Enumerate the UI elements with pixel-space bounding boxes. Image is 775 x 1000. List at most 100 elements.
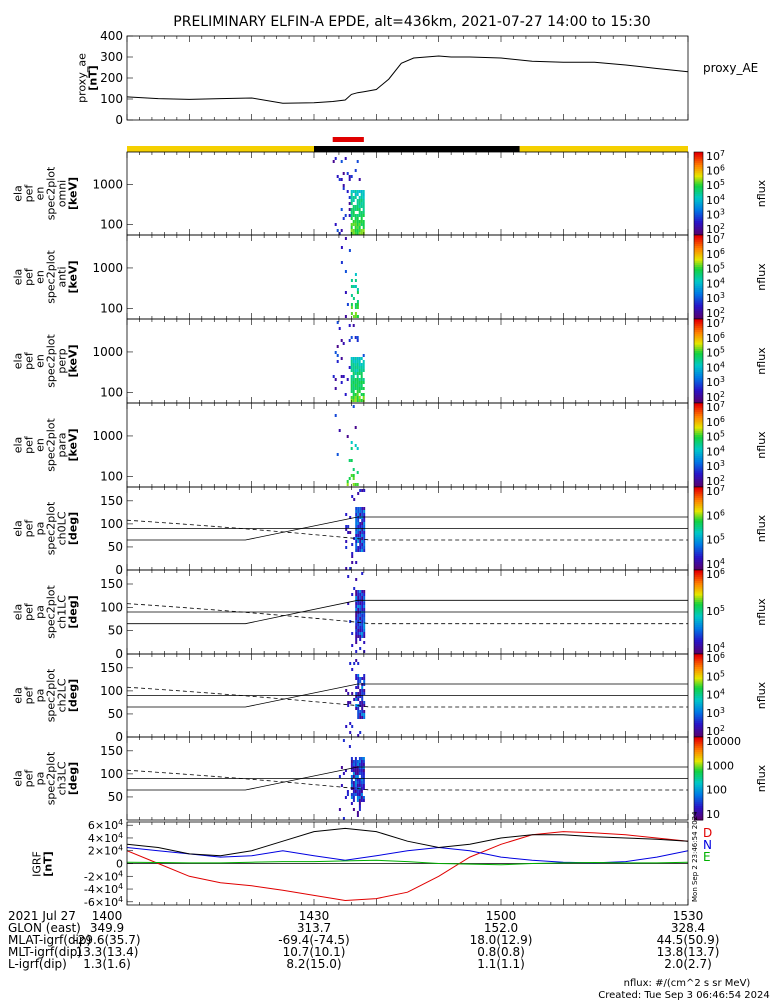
spec-cell [359,701,362,704]
spec-cell [360,220,363,223]
spec-cell [363,510,366,513]
spec-cell [352,229,355,232]
y-tick-label: -6×104 [84,895,123,909]
spec-cell [357,680,360,683]
colorbar-step [694,489,703,492]
spec-cell [336,321,339,324]
colorbar-step [694,369,703,372]
colorbar-step [694,559,703,563]
spec-cell [349,531,352,534]
figure-title: PRELIMINARY ELFIN-A EPDE, alt=436km, 202… [173,14,650,30]
colorbar-step [694,302,703,305]
spec-cell [352,468,355,471]
colorbar-tick-label: 103 [706,207,725,221]
ylabel-line: spec2plot [45,250,58,304]
spec-cell [361,513,364,516]
ylabel-line: [deg] [67,679,80,712]
colorbar-step [694,314,703,318]
colorbar-step [694,281,703,284]
spec-cell [361,605,364,608]
colorbar-step [694,761,703,765]
spec-cell [354,232,357,235]
colorbar-step [694,403,703,406]
colorbar-label-text: nflux [755,514,768,542]
spec-cell [359,546,362,549]
spec-cell [332,160,335,163]
spec-cell [350,384,353,387]
spec-cell [363,549,366,552]
spec-cell [352,483,355,486]
spec-cell [357,590,360,593]
ylabel-line: pef [23,351,36,370]
spec-cell [355,596,358,599]
spec-cell [363,713,366,716]
colorbar-tick-label: 104 [706,557,725,571]
colorbar-step [694,178,703,182]
spec-cell [355,540,358,543]
spec-cell [344,315,347,318]
spec-cell [358,790,361,793]
colorbar-tick-label: 106 [706,508,725,522]
spec-cell [363,623,366,626]
spec-cell [356,357,359,360]
colorbar-tick-label: 106 [706,247,725,261]
spec-cell [356,193,359,196]
spec-cell [362,757,365,760]
spec-cell [359,689,362,692]
spec-cell [359,605,362,608]
spec-cell [358,202,361,205]
spec-cell [357,510,360,513]
colorbar-tick-label: 107 [706,232,725,246]
spec-cell [356,202,359,205]
colorbar-step [694,786,703,790]
colorbar-step [694,507,703,511]
colorbar-label: nflux [755,431,768,459]
perp_energy-panel: 1001000elapefenspec2plotperp[keV]1021031… [12,316,769,404]
spec-cell [334,378,337,381]
colorbar-tick-label: 104 [706,360,725,374]
spec-cell [350,306,353,309]
spec-cell [354,778,357,781]
spec-cell [362,784,365,787]
colorbar-step [694,312,703,316]
colorbar-tick-label: 100 [706,784,727,797]
flux-unit-note: nflux: #/(cm^2 s sr MeV) [624,978,751,989]
spec-cell [358,793,361,796]
spec-cell [363,680,366,683]
spec-cell [356,396,359,399]
ylabel-line: pa [34,772,47,786]
colorbar-step [694,172,703,176]
colorbar-step [694,166,703,170]
spec-cell [361,528,364,531]
colorbar-step [694,693,703,696]
spec-cell [363,534,366,537]
colorbar-step [694,749,703,753]
spec-cell [348,477,351,480]
spec-cell [354,784,357,787]
spec-cell [356,199,359,202]
spec-cell [363,635,366,638]
spec-cell [348,196,351,199]
spec-cell [359,611,362,614]
ylabel-line: en [34,354,47,368]
spec-cell [355,695,358,698]
ylabel-line: spec2plot [45,418,58,472]
colorbar-tick-label: 105 [706,178,725,192]
y-tick-label: 150 [100,494,123,508]
omni_energy-panel: 1001000elapefenspec2plotomni[keV]1021031… [12,149,769,236]
spec-cell [358,232,361,235]
spec-cell [355,674,358,677]
spec-cell [354,220,357,223]
colorbar-step [694,778,703,782]
spec-cell [363,543,366,546]
spec-cell [361,507,364,510]
spec-cell [357,534,360,537]
spec-cell [359,510,362,513]
spec-cell [352,220,355,223]
loss-cone-line [127,766,688,791]
spec-cell [363,650,366,653]
spec-cell [352,196,355,199]
spec-cell [358,781,361,784]
spec-cell [356,387,359,390]
